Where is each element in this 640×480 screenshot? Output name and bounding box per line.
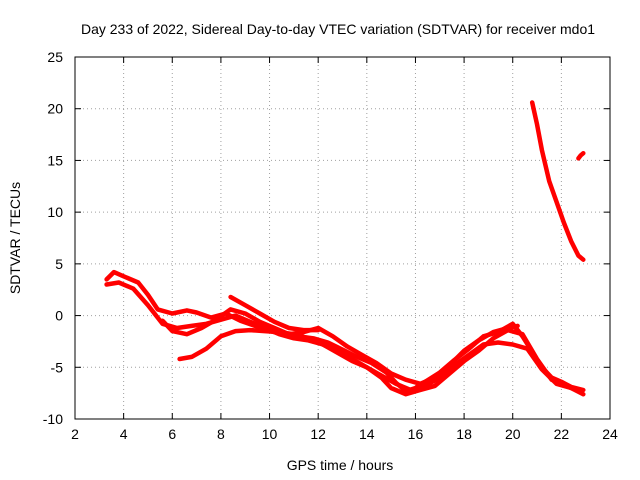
chart-title: Day 233 of 2022, Sidereal Day-to-day VTE… <box>81 21 595 37</box>
x-tick-label: 24 <box>602 426 618 442</box>
grid <box>75 57 610 419</box>
x-tick-label: 4 <box>120 426 128 442</box>
y-tick-label: -5 <box>51 359 64 375</box>
y-tick-label: 25 <box>47 49 63 65</box>
x-tick-label: 18 <box>456 426 472 442</box>
x-tick-label: 14 <box>359 426 375 442</box>
plot-frame <box>74 56 611 420</box>
y-tick-label: 15 <box>47 152 63 168</box>
x-tick-label: 2 <box>71 426 79 442</box>
y-tick-label: 5 <box>55 256 63 272</box>
y-axis-label: SDTVAR / TECUs <box>7 182 23 294</box>
x-tick-label: 6 <box>168 426 176 442</box>
x-tick-label: 8 <box>217 426 225 442</box>
y-tick-label: 20 <box>47 101 63 117</box>
x-tick-label: 22 <box>554 426 570 442</box>
y-tick-label: -10 <box>43 411 63 427</box>
series-line-s4 <box>160 307 520 387</box>
series-line-s5 <box>228 294 321 333</box>
x-tick-label: 12 <box>310 426 326 442</box>
series-line-s2 <box>104 280 584 397</box>
y-tick-label: 10 <box>47 204 63 220</box>
x-axis-label: GPS time / hours <box>287 457 394 473</box>
x-tick-label: 20 <box>505 426 521 442</box>
series-line-s3 <box>177 327 586 397</box>
y-tick-label: 0 <box>55 308 63 324</box>
series-line-s7 <box>576 150 586 161</box>
data-series <box>104 100 586 397</box>
series-line-s6 <box>529 100 586 262</box>
x-tick-label: 10 <box>262 426 278 442</box>
x-tick-label: 16 <box>408 426 424 442</box>
